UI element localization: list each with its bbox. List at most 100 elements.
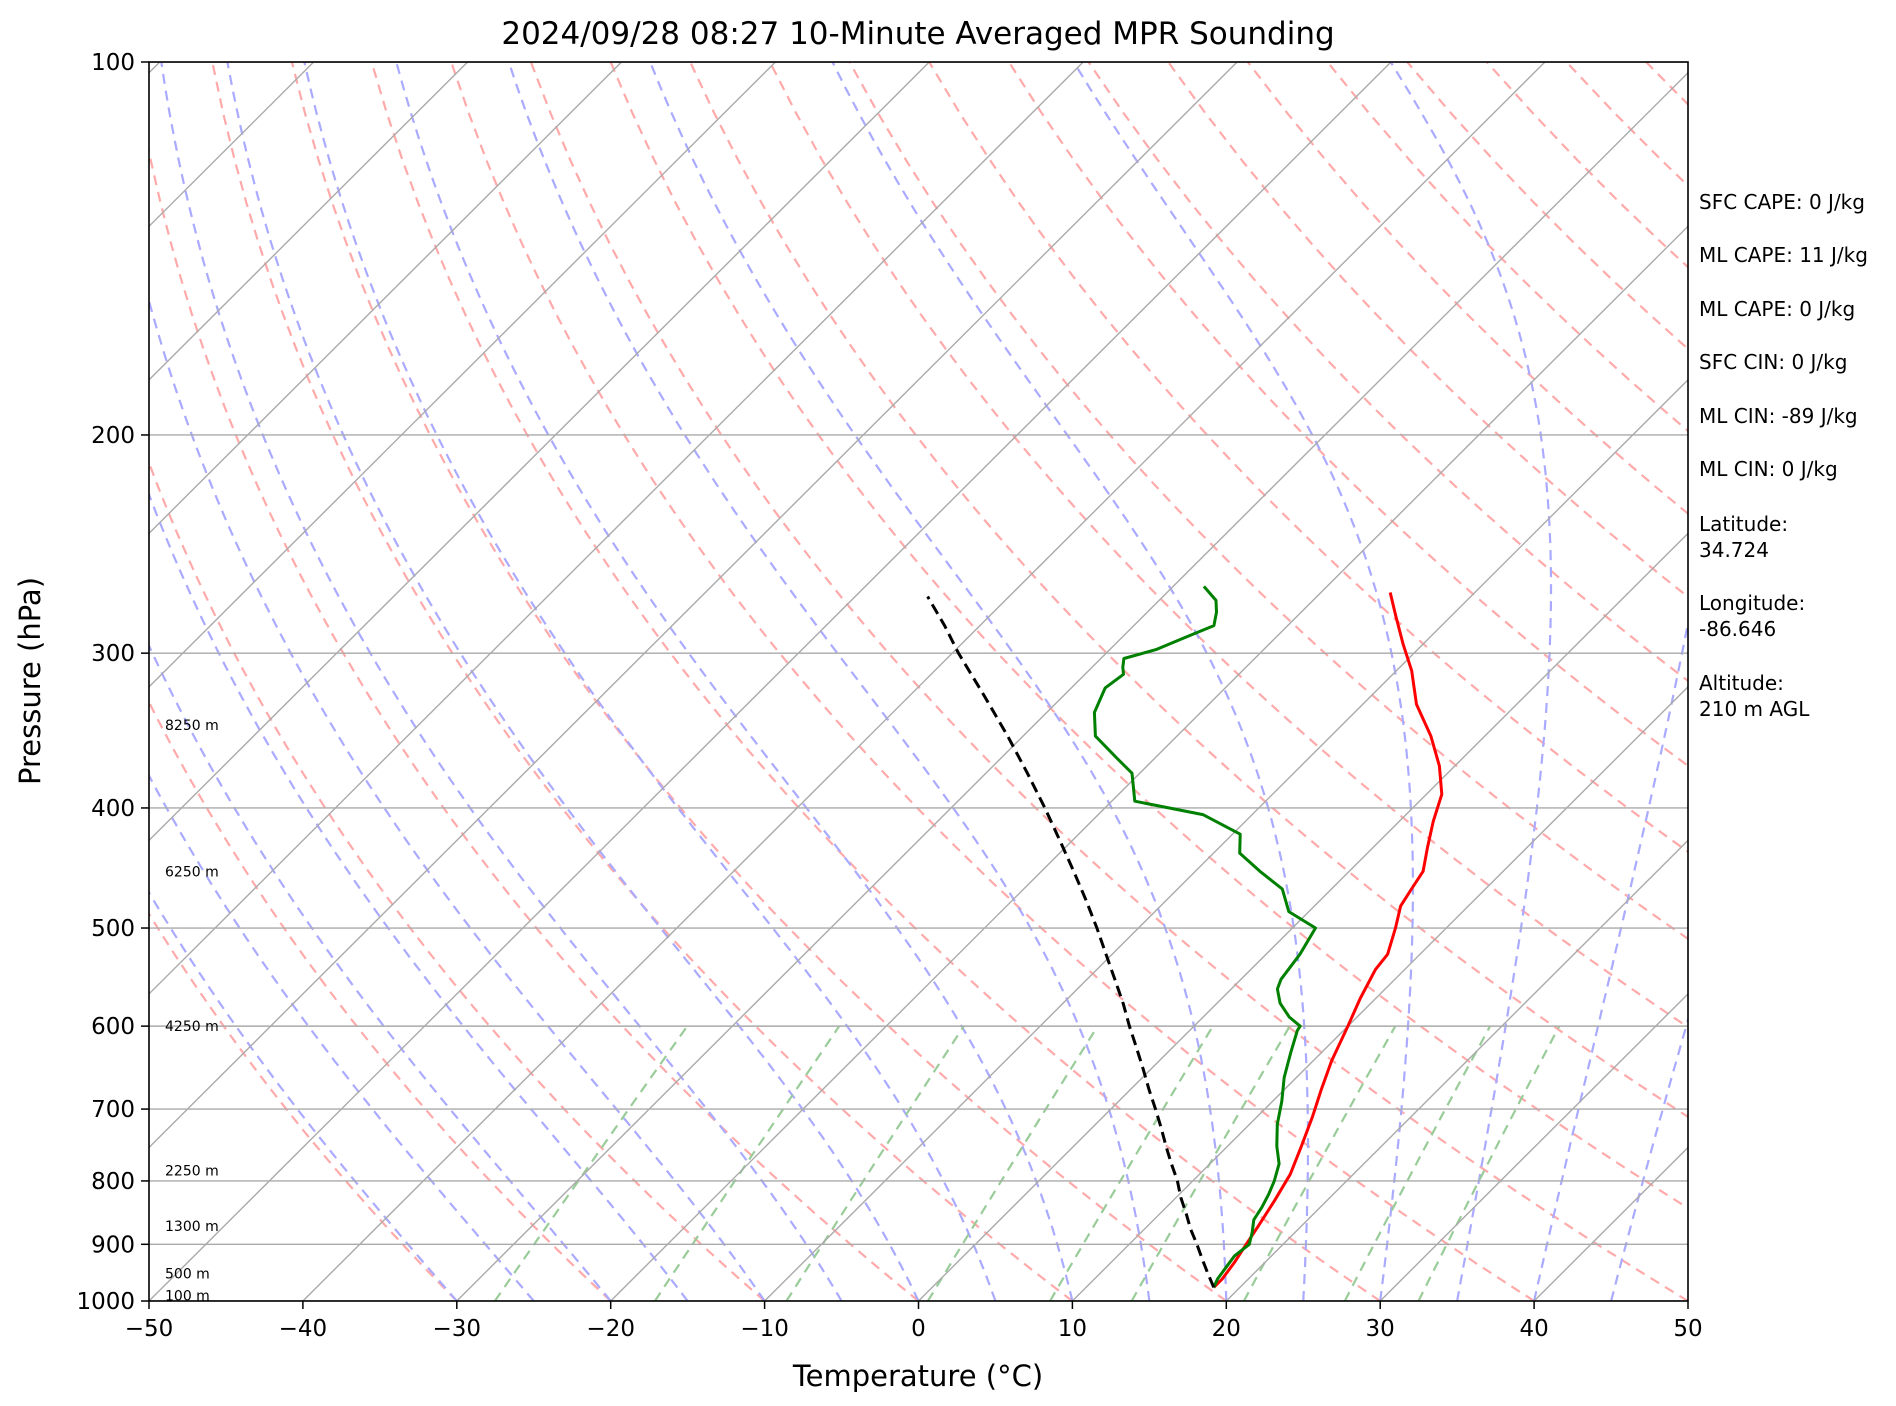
isotherm-line <box>149 62 776 688</box>
y-tick-label: 900 <box>91 1232 135 1258</box>
info-longitude-value: -86.646 <box>1699 617 1776 641</box>
dry-adiabat <box>149 146 920 1301</box>
dewpoint-line <box>1092 585 1317 1289</box>
isotherm-line <box>302 62 1546 1301</box>
y-axis: 100 200 300 400 500 600 700 800 900 1000 <box>76 50 149 1315</box>
moist-adiabat <box>149 643 612 1301</box>
info-panel: SFC CAPE: 0 J/kg ML CAPE: 11 J/kg ML CAP… <box>1699 190 1868 721</box>
isotherm-line <box>1379 992 1688 1301</box>
dry-adiabat <box>928 62 1688 854</box>
y-axis-label: Pressure (hPa) <box>13 577 47 785</box>
moist-adiabat <box>649 62 1228 1301</box>
isotherm-line <box>149 62 1238 1149</box>
isotherms <box>149 62 1688 1301</box>
isotherm-line <box>1225 839 1688 1301</box>
moist-adiabat <box>831 62 1310 1301</box>
y-tick-label: 300 <box>91 641 135 667</box>
dry-adiabat <box>149 699 612 1301</box>
height-labels: 8250 m 6250 m 4250 m 2250 m 1300 m 500 m 100 m <box>165 718 219 1304</box>
isotherm-line <box>456 71 1688 1301</box>
chart-title: 2024/09/28 08:27 10-Minute Averaged MPR … <box>501 16 1334 52</box>
x-axis: −50 −40 −30 −20 −10 0 10 20 30 40 50 <box>125 1301 1703 1342</box>
info-latitude-value: 34.724 <box>1699 538 1769 562</box>
height-label: 100 m <box>165 1289 210 1305</box>
x-tick-label: 40 <box>1519 1316 1548 1342</box>
x-tick-label: 0 <box>911 1316 926 1342</box>
moist-adiabat <box>149 890 458 1301</box>
info-ml-cin-2: ML CIN: 0 J/kg <box>1699 457 1838 481</box>
x-axis-label: Temperature (°C) <box>792 1359 1043 1393</box>
isotherm-line <box>149 62 1392 1301</box>
info-ml-cin: ML CIN: -89 J/kg <box>1699 404 1858 428</box>
x-tick-label: 50 <box>1673 1316 1702 1342</box>
info-sfc-cape: SFC CAPE: 0 J/kg <box>1699 190 1865 214</box>
x-tick-label: 20 <box>1212 1316 1241 1342</box>
moist-adiabat <box>1389 62 1553 1301</box>
moist-adiabat <box>1533 617 1688 1301</box>
moist-adiabat <box>160 62 843 1301</box>
moist-adiabat <box>507 62 1151 1301</box>
mixing-ratio-line <box>1343 1025 1492 1301</box>
moist-adiabat <box>1609 1015 1688 1301</box>
info-sfc-cin: SFC CIN: 0 J/kg <box>1699 350 1847 374</box>
moist-adiabat <box>149 773 535 1301</box>
dry-adiabat <box>609 62 1688 1210</box>
height-label: 4250 m <box>165 1019 219 1035</box>
moist-adiabat <box>226 62 920 1301</box>
dry-adiabat <box>450 62 1535 1301</box>
info-altitude-label: Altitude: <box>1699 671 1784 695</box>
dry-adiabat <box>768 62 1688 1029</box>
dry-adiabat <box>149 911 458 1301</box>
dry-adiabat <box>211 62 1074 1301</box>
parcel-line <box>926 595 1216 1288</box>
isotherm-line <box>149 62 469 381</box>
x-tick-label: 30 <box>1366 1316 1395 1342</box>
height-label: 8250 m <box>165 718 219 734</box>
x-tick-label: −30 <box>433 1316 482 1342</box>
y-tick-label: 500 <box>91 916 135 942</box>
isotherm-line <box>149 62 1084 995</box>
dry-adiabat <box>1087 62 1688 683</box>
x-tick-label: −10 <box>740 1316 789 1342</box>
isotherm-line <box>1071 685 1688 1301</box>
y-tick-label: 700 <box>91 1097 135 1123</box>
dry-adiabat <box>1167 62 1688 599</box>
isotherm-line <box>149 62 930 842</box>
moist-adiabat <box>1072 62 1414 1301</box>
plot-area <box>149 62 1688 1301</box>
x-tick-label: 10 <box>1058 1316 1087 1342</box>
info-latitude-label: Latitude: <box>1699 512 1788 536</box>
x-tick-label: −40 <box>279 1316 328 1342</box>
y-tick-label: 200 <box>91 423 135 449</box>
isotherm-line <box>764 378 1688 1301</box>
x-tick-label: −20 <box>586 1316 635 1342</box>
dry-adiabat <box>1007 62 1688 768</box>
height-label: 1300 m <box>165 1219 219 1235</box>
dry-adiabats <box>149 62 1688 1301</box>
dry-adiabat <box>149 459 766 1301</box>
isotherm-line <box>149 62 622 535</box>
y-tick-label: 1000 <box>76 1289 135 1315</box>
info-ml-cape: ML CAPE: 11 J/kg <box>1699 243 1868 267</box>
moist-adiabat <box>395 62 1074 1301</box>
isotherm-line <box>918 532 1688 1301</box>
moist-adiabats <box>149 62 1688 1301</box>
height-label: 2250 m <box>165 1164 219 1180</box>
y-tick-label: 100 <box>91 50 135 76</box>
info-altitude-value: 210 m AGL <box>1699 697 1810 721</box>
dry-adiabat <box>689 62 1688 1119</box>
y-tick-label: 600 <box>91 1014 135 1040</box>
y-tick-label: 400 <box>91 796 135 822</box>
x-tick-label: −50 <box>125 1316 174 1342</box>
height-label: 6250 m <box>165 864 219 880</box>
moist-adiabat <box>303 62 997 1301</box>
sounding-series <box>926 585 1444 1289</box>
mixing-ratio-line <box>1417 1025 1561 1301</box>
y-tick-label: 800 <box>91 1169 135 1195</box>
isotherm-line <box>610 225 1688 1301</box>
temperature-line <box>1212 592 1444 1289</box>
moist-adiabat <box>149 296 766 1301</box>
height-label: 500 m <box>165 1266 210 1282</box>
